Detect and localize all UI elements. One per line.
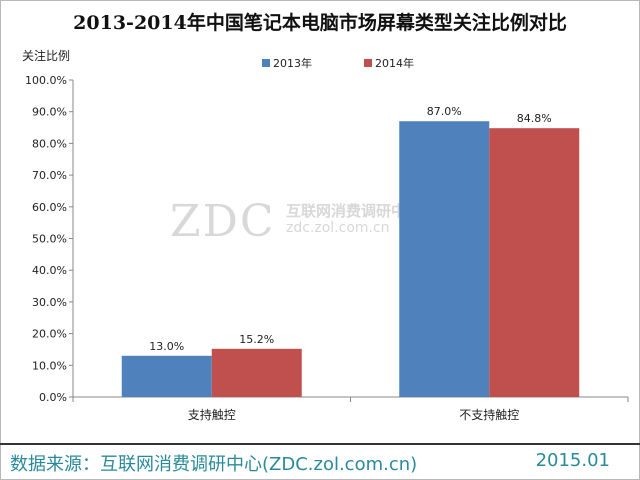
watermark: ZDC 互联网消费调研中心 zdc.zol.com.cn (170, 196, 421, 247)
data-label: 84.8% (517, 112, 552, 125)
y-tick-label: 60.0% (32, 201, 67, 214)
footer-date: 2015.01 (535, 450, 610, 471)
legend-label-2013: 2013年 (273, 57, 312, 70)
bar-2014-0 (211, 348, 302, 397)
x-tick-label: 不支持触控 (459, 407, 519, 422)
y-tick-label: 40.0% (32, 264, 67, 277)
x-tick-label: 支持触控 (188, 407, 236, 422)
legend-item-2014: 2014年 (364, 55, 414, 71)
legend-swatch-2014 (364, 59, 372, 67)
watermark-url: zdc.zol.com.cn (286, 220, 390, 236)
data-label: 87.0% (427, 105, 462, 118)
y-tick-label: 0.0% (39, 391, 67, 404)
y-tick-label: 20.0% (32, 328, 67, 341)
bar-2013-0 (121, 355, 212, 397)
footer-divider (0, 443, 640, 445)
y-tick-label: 30.0% (32, 296, 67, 309)
data-label: 13.0% (149, 340, 184, 353)
y-tick-label: 70.0% (32, 169, 67, 182)
y-axis-label: 关注比例 (22, 49, 71, 63)
legend-swatch-2013 (262, 59, 270, 67)
watermark-name: 互联网消费调研中心 (286, 202, 422, 220)
y-tick-label: 90.0% (32, 106, 67, 119)
legend: 2013年 2014年 (262, 55, 414, 71)
bar-2013-1 (399, 121, 490, 398)
y-tick-label: 50.0% (32, 233, 67, 246)
y-tick-label: 100.0% (25, 74, 67, 87)
y-tick-label: 80.0% (32, 137, 67, 150)
legend-label-2014: 2014年 (375, 57, 414, 70)
watermark-logo: ZDC (170, 196, 276, 247)
bar-2014-1 (489, 128, 580, 397)
data-label: 15.2% (239, 333, 274, 346)
footer-source: 数据来源：互联网消费调研中心(ZDC.zol.com.cn) (10, 454, 418, 475)
y-tick-label: 10.0% (32, 359, 67, 372)
chart-title: 2013-2014年中国笔记本电脑市场屏幕类型关注比例对比 (73, 12, 567, 34)
legend-item-2013: 2013年 (262, 55, 312, 71)
